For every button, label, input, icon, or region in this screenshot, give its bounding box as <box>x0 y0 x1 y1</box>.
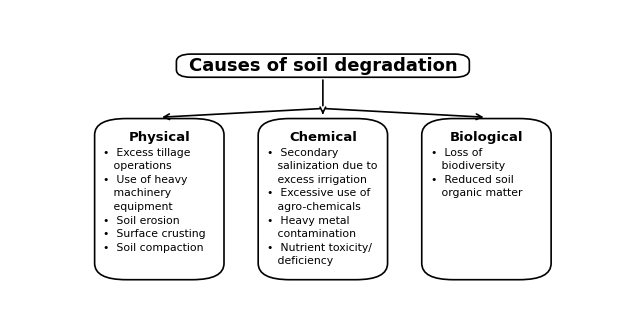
FancyBboxPatch shape <box>176 54 469 77</box>
Text: Chemical: Chemical <box>289 131 357 144</box>
Text: •  Secondary
   salinization due to
   excess irrigation
•  Excessive use of
   : • Secondary salinization due to excess i… <box>267 147 377 266</box>
Text: Biological: Biological <box>450 131 523 144</box>
Text: •  Excess tillage
   operations
•  Use of heavy
   machinery
   equipment
•  Soi: • Excess tillage operations • Use of hea… <box>103 147 206 253</box>
FancyBboxPatch shape <box>94 119 224 280</box>
Text: Causes of soil degradation: Causes of soil degradation <box>188 57 457 75</box>
Text: •  Loss of
   biodiversity
•  Reduced soil
   organic matter: • Loss of biodiversity • Reduced soil or… <box>430 147 522 198</box>
Text: Physical: Physical <box>129 131 190 144</box>
FancyBboxPatch shape <box>258 119 387 280</box>
FancyBboxPatch shape <box>421 119 551 280</box>
